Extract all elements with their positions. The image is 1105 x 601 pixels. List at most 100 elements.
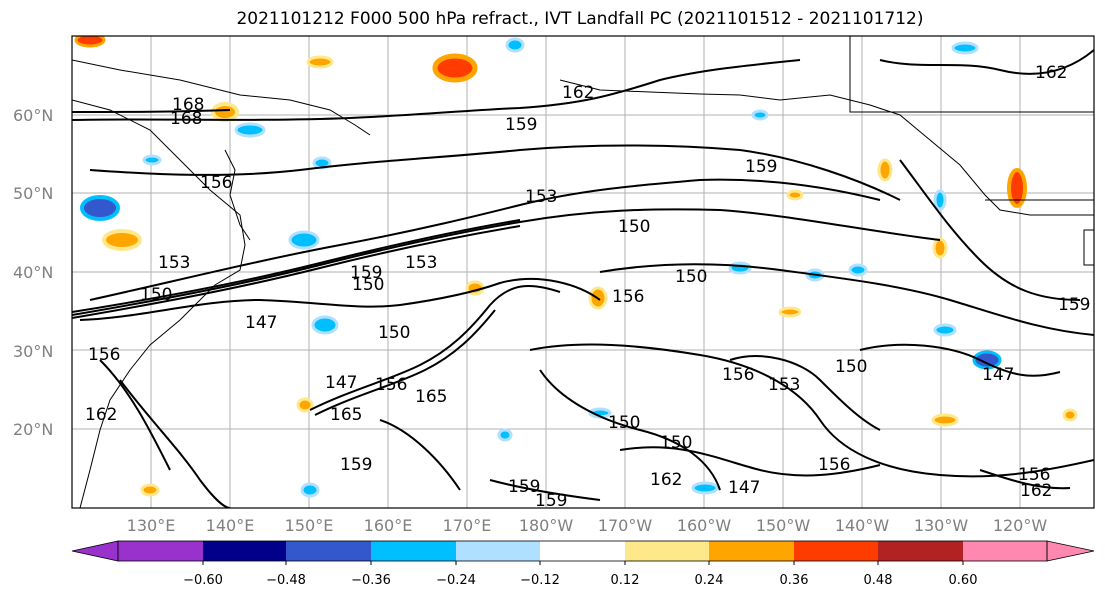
contour-label: 159	[508, 477, 540, 497]
colorbar: −0.60 −0.48 −0.36 −0.24 −0.12 0.12 0.24 0.36 0.4…	[71, 540, 1095, 588]
contour-label: 168	[170, 109, 202, 129]
contour-label: 159	[535, 491, 567, 511]
lat-tick-label: 30°N	[13, 342, 53, 361]
positive-anomaly	[211, 102, 239, 122]
contour-label: 162	[1035, 63, 1067, 83]
colorbar-tick-label: 0.48	[864, 573, 893, 588]
lon-tick-label: 150°W	[756, 516, 811, 535]
negative-anomaly	[933, 323, 957, 337]
colorbar-swatch	[625, 541, 709, 561]
contour-label: 150	[140, 285, 172, 305]
contour-label: 153	[405, 253, 437, 273]
contour-label: 159	[350, 263, 382, 283]
contour-label: 150	[675, 267, 707, 287]
map-area: 168 168 162 159 156 153 150 153 150 150 …	[72, 36, 1094, 511]
contour-label: 162	[650, 470, 682, 490]
contour-label: 162	[85, 405, 117, 425]
positive-anomaly	[296, 397, 314, 413]
colorbar-swatch	[371, 541, 456, 561]
negative-anomaly	[751, 109, 769, 121]
negative-anomaly	[497, 428, 513, 442]
positive-anomaly	[877, 158, 893, 182]
colorbar-extend-low	[71, 540, 119, 562]
anomaly-shading	[74, 36, 1078, 498]
colorbar-tick-label: −0.48	[266, 573, 306, 588]
lat-tick-label: 20°N	[13, 420, 53, 439]
lat-tick-label: 40°N	[13, 263, 53, 282]
colorbar-swatch	[286, 541, 371, 561]
contour-label: 156	[375, 375, 407, 395]
colorbar-tick-label: −0.24	[436, 573, 476, 588]
contour-label: 147	[245, 313, 277, 333]
negative-anomaly	[951, 41, 979, 55]
negative-anomaly	[933, 189, 947, 211]
latitude-labels: 60°N 50°N 40°N 30°N 20°N	[13, 106, 53, 439]
negative-anomaly	[80, 195, 120, 221]
contour-label: 150	[618, 217, 650, 237]
positive-anomaly	[778, 306, 802, 318]
positive-anomaly	[140, 483, 160, 497]
positive-anomaly	[931, 413, 959, 427]
map-title: 2021101212 F000 500 hPa refract., IVT La…	[236, 9, 924, 29]
lon-tick-label: 170°E	[443, 516, 492, 535]
negative-anomaly	[288, 230, 320, 250]
contour-label: 159	[1058, 295, 1090, 315]
gridlines	[72, 36, 1094, 508]
lon-tick-label: 160°E	[364, 516, 413, 535]
negative-anomaly	[142, 154, 162, 166]
positive-anomaly	[432, 53, 478, 83]
contour-label: 156	[612, 287, 644, 307]
lon-tick-label: 140°W	[835, 516, 890, 535]
contour-label: 168	[172, 95, 204, 115]
positive-anomaly	[932, 237, 948, 259]
negative-anomaly	[972, 350, 1002, 370]
contour-label: 156	[818, 455, 850, 475]
colorbar-tick-label: 0.12	[611, 573, 640, 588]
colorbar-swatch	[203, 541, 286, 561]
lon-tick-label: 130°W	[914, 516, 969, 535]
lon-tick-label: 170°W	[598, 516, 653, 535]
contour-labels: 168 168 162 159 156 153 150 153 150 150 …	[85, 63, 1090, 511]
lon-tick-label: 130°E	[127, 516, 176, 535]
colorbar-swatch	[963, 541, 1047, 561]
colorbar-tick-label: −0.60	[183, 573, 223, 588]
colorbar-swatch	[540, 541, 625, 561]
positive-anomaly	[306, 55, 334, 69]
colorbar-swatch	[878, 541, 963, 561]
positive-anomaly	[1007, 168, 1027, 208]
contour-label: 150	[352, 275, 384, 295]
refractivity-contours	[72, 49, 1094, 508]
contour-label: 150	[835, 357, 867, 377]
map-frame	[71, 35, 1095, 509]
negative-anomaly	[234, 122, 266, 138]
positive-anomaly	[102, 229, 142, 251]
lon-tick-label: 180°W	[519, 516, 574, 535]
contour-label: 147	[982, 365, 1014, 385]
negative-anomaly	[300, 482, 320, 498]
positive-anomaly	[1062, 408, 1078, 422]
contour-label: 150	[608, 413, 640, 433]
contour-label: 153	[525, 187, 557, 207]
colorbar-tick-label: −0.12	[520, 573, 560, 588]
contour-label: 156	[88, 345, 120, 365]
contour-label: 159	[505, 115, 537, 135]
contour-label: 150	[378, 323, 410, 343]
contour-label: 153	[768, 375, 800, 395]
colorbar-outline	[117, 540, 1048, 562]
longitude-labels: 130°E 140°E 150°E 160°E 170°E 180°W 170°W 160°W…	[127, 516, 1048, 535]
lon-tick-label: 140°E	[206, 516, 255, 535]
colorbar-tick-label: 0.36	[780, 573, 809, 588]
contour-label: 159	[340, 455, 372, 475]
contour-label: 153	[158, 253, 190, 273]
colorbar-extend-high	[1046, 540, 1095, 562]
negative-anomaly	[848, 263, 868, 277]
positive-anomaly	[786, 189, 804, 201]
contour-label: 156	[1018, 465, 1050, 485]
contour-label: 147	[325, 373, 357, 393]
coastlines	[72, 36, 1094, 508]
lat-tick-label: 50°N	[13, 184, 53, 203]
lon-tick-label: 150°E	[285, 516, 334, 535]
colorbar-tick-label: 0.60	[949, 573, 978, 588]
contour-label: 165	[330, 405, 362, 425]
